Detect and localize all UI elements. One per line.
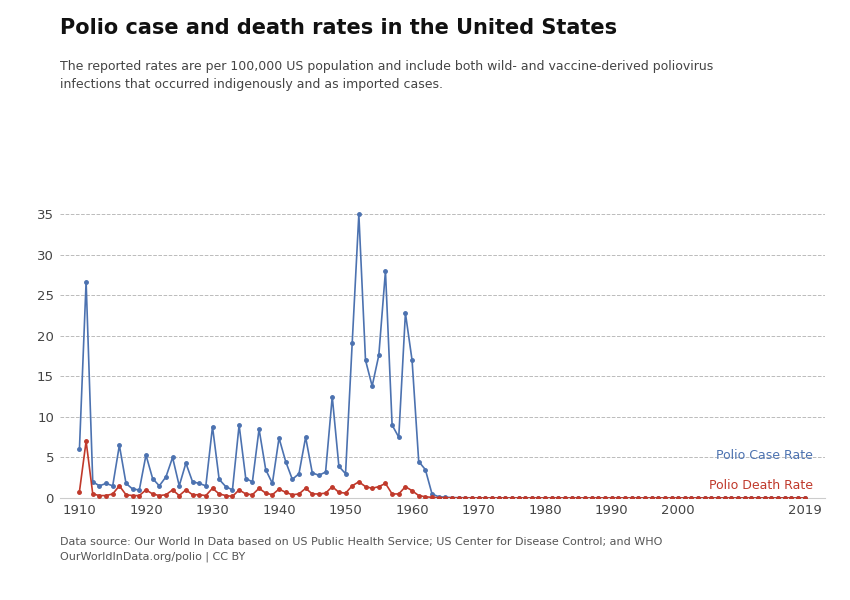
Text: Polio case and death rates in the United States: Polio case and death rates in the United…: [60, 18, 616, 38]
Text: Data source: Our World In Data based on US Public Health Service; US Center for : Data source: Our World In Data based on …: [60, 537, 662, 562]
Text: Our World: Our World: [717, 17, 775, 30]
Text: Polio Case Rate: Polio Case Rate: [717, 449, 813, 462]
Text: Polio Death Rate: Polio Death Rate: [709, 479, 813, 492]
Text: in Data: in Data: [724, 35, 768, 48]
Text: The reported rates are per 100,000 US population and include both wild- and vacc: The reported rates are per 100,000 US po…: [60, 60, 713, 91]
